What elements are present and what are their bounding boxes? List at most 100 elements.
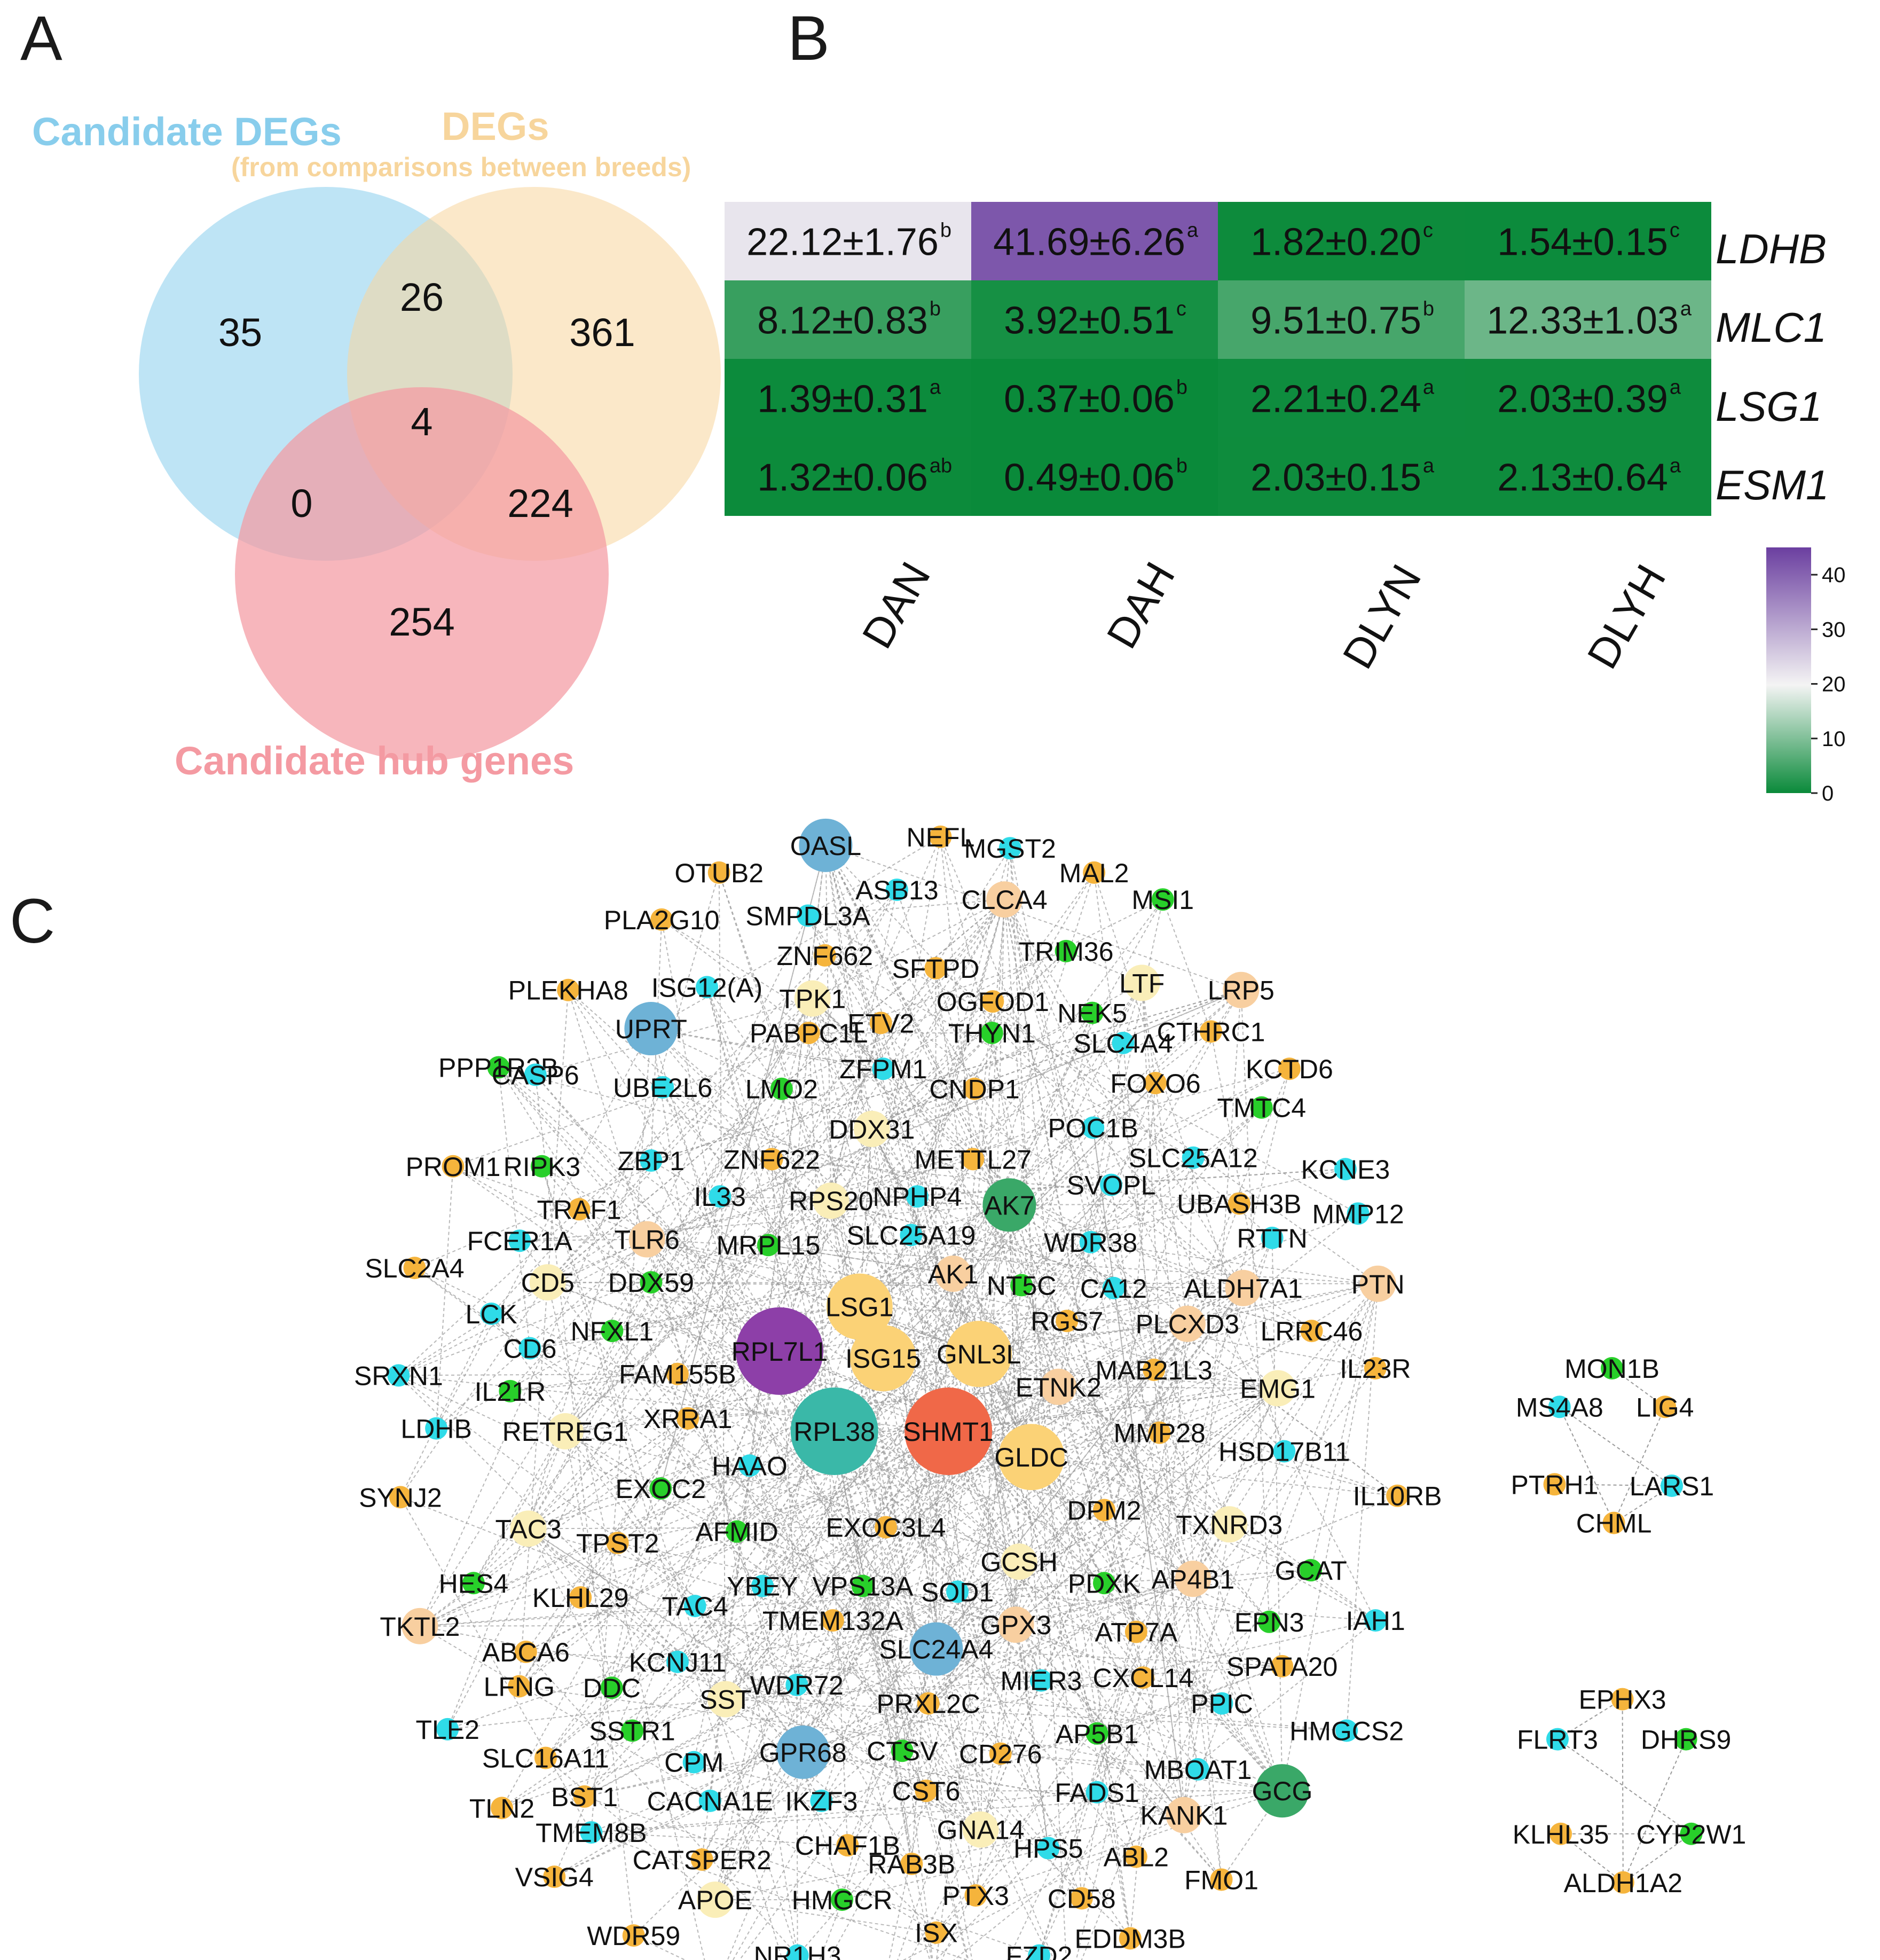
cell-value-ldhb-dlyn: 1.82±0.20 [1250, 221, 1421, 264]
network-edge [807, 915, 1358, 1214]
node-circle-slc24a4 [909, 1622, 963, 1676]
node-circle-nek5 [1081, 1001, 1104, 1024]
network-edge [591, 1495, 1398, 1833]
node-label-zbp1: ZBP1 [618, 1146, 685, 1176]
node-gnl3l: GNL3L [937, 1321, 1021, 1387]
network-edge [1039, 1524, 1230, 1956]
node-circle-poc1b [1082, 1116, 1105, 1139]
heatmap: 22.12±1.76 b 41.69±6.26 a 1.82±0.20 c 1.54±0.1… [725, 202, 1846, 805]
node-mrpl15: MRPL15 [717, 1230, 821, 1260]
node-label-smpdl3a: SMPDL3A [745, 901, 870, 931]
node-label-ddx59: DDX59 [608, 1268, 694, 1298]
node-circle-gnl3l [946, 1321, 1012, 1387]
network-edge [528, 1528, 927, 1792]
network-edge [591, 1028, 652, 1833]
network-edge [491, 1238, 648, 1314]
node-circle-lrp5 [1223, 971, 1260, 1008]
node-label-tac3: TAC3 [495, 1514, 562, 1544]
node-gpr68: GPR68 [759, 1725, 847, 1779]
network-edge [862, 1585, 1283, 1667]
network-edge [859, 1306, 1187, 1324]
node-label-sst: SST [699, 1685, 751, 1715]
network-edge [916, 1196, 937, 1649]
venn-count-all-three: 4 [411, 399, 432, 444]
network-edge [541, 1166, 798, 1956]
network-edge [948, 1185, 1112, 1432]
node-circle-mmp12 [1347, 1202, 1370, 1225]
node-smpdl3a: SMPDL3A [745, 901, 870, 931]
network-edge [1021, 1284, 1283, 1791]
node-fcer1a: FCER1A [467, 1226, 573, 1256]
node-label-iah1: IAH1 [1346, 1606, 1405, 1636]
node-label-cd276: CD276 [959, 1739, 1042, 1769]
network-edge [807, 836, 941, 916]
network-edge [980, 1323, 1188, 1830]
node-ak7: AK7 [982, 1178, 1036, 1232]
node-label-rgs7: RGS7 [1031, 1306, 1103, 1336]
network-edge [1613, 1406, 1666, 1524]
node-label-slc25a12: SLC25A12 [1129, 1143, 1258, 1173]
network-edge [762, 1201, 832, 1586]
node-tle2: TLE2 [415, 1715, 479, 1745]
network-edge [1623, 1833, 1692, 1883]
node-label-ppic: PPIC [1191, 1689, 1253, 1719]
network-edge [749, 845, 827, 1466]
network-edge [771, 1159, 903, 1751]
network-edge [695, 1369, 1154, 1607]
node-circle-ca12 [1102, 1276, 1125, 1299]
network-edge [419, 1465, 750, 1627]
node-circle-lck [480, 1302, 503, 1325]
node-circle-dhrs9 [1674, 1728, 1697, 1751]
node-isx: ISX [915, 1918, 958, 1948]
node-cd276: CD276 [959, 1739, 1042, 1769]
heatmap-cells: 22.12±1.76 b 41.69±6.26 a 1.82±0.20 c 1.54±0.1… [725, 202, 1711, 516]
network-edge [1041, 1680, 1222, 1704]
node-label-txnrd3: TXNRD3 [1176, 1510, 1283, 1540]
node-clca4: CLCA4 [962, 881, 1048, 918]
cell-value-lsg1-dlyh: 2.03±0.39 [1497, 378, 1668, 421]
node-circle-znf662 [813, 944, 836, 967]
node-tpst2: TPST2 [576, 1528, 659, 1558]
node-label-nfxl1: NFXL1 [571, 1316, 654, 1346]
node-circle-cd276 [989, 1742, 1012, 1765]
node-label-lfng: LFNG [484, 1672, 555, 1702]
node-circle-cxcl14 [1131, 1666, 1154, 1689]
node-circle-tmtc4 [1250, 1096, 1273, 1119]
network-edge [1066, 1213, 1358, 1322]
network-edge [935, 1323, 1188, 1650]
node-il23r: IL23R [1340, 1354, 1411, 1384]
network-edge [565, 1244, 769, 1432]
column-label-dah: DAH [1098, 554, 1184, 656]
network-edge [528, 1088, 975, 1530]
network-edge [545, 1204, 1010, 1759]
network-edge [519, 1240, 981, 1830]
network-edge [501, 1287, 1244, 1809]
node-sod1: SOD1 [921, 1577, 994, 1607]
cell-significance-esm1-dah: b [1176, 455, 1187, 477]
network-edge [646, 1239, 843, 1900]
network-edge [591, 1832, 969, 1960]
node-cthrc1: CTHRC1 [1157, 1017, 1265, 1047]
node-circle-vps13a [851, 1574, 874, 1597]
node-label-abca6: ABCA6 [482, 1637, 570, 1667]
network-edge [841, 1205, 1010, 1900]
node-nr1h3: NR1H3 [754, 1941, 841, 1960]
node-label-foxo6: FOXO6 [1110, 1069, 1200, 1099]
network-edge [1135, 1283, 1379, 1857]
node-plekha8: PLEKHA8 [508, 976, 628, 1006]
node-circle-rab3b [900, 1852, 923, 1875]
node-label-dhrs9: DHRS9 [1641, 1725, 1731, 1755]
cell-significance-mlc1-dan: b [930, 298, 941, 320]
node-pabpc1l: PABPC1L [750, 1018, 868, 1048]
node-circle-bst1 [573, 1785, 596, 1808]
node-abca6: ABCA6 [482, 1637, 570, 1667]
network-edge [612, 1169, 1346, 1332]
network-edge [436, 1166, 454, 1429]
node-ap5b1: AP5B1 [1056, 1719, 1139, 1749]
node-circle-cpm [682, 1751, 705, 1774]
legend-ticks: 40 30 20 10 0 [1811, 563, 1846, 805]
node-label-lars1: LARS1 [1630, 1471, 1714, 1501]
cell-significance-mlc1-dlyn: b [1423, 298, 1434, 320]
node-isg15: ISG15 [845, 1325, 921, 1392]
network-edge [646, 915, 809, 1240]
